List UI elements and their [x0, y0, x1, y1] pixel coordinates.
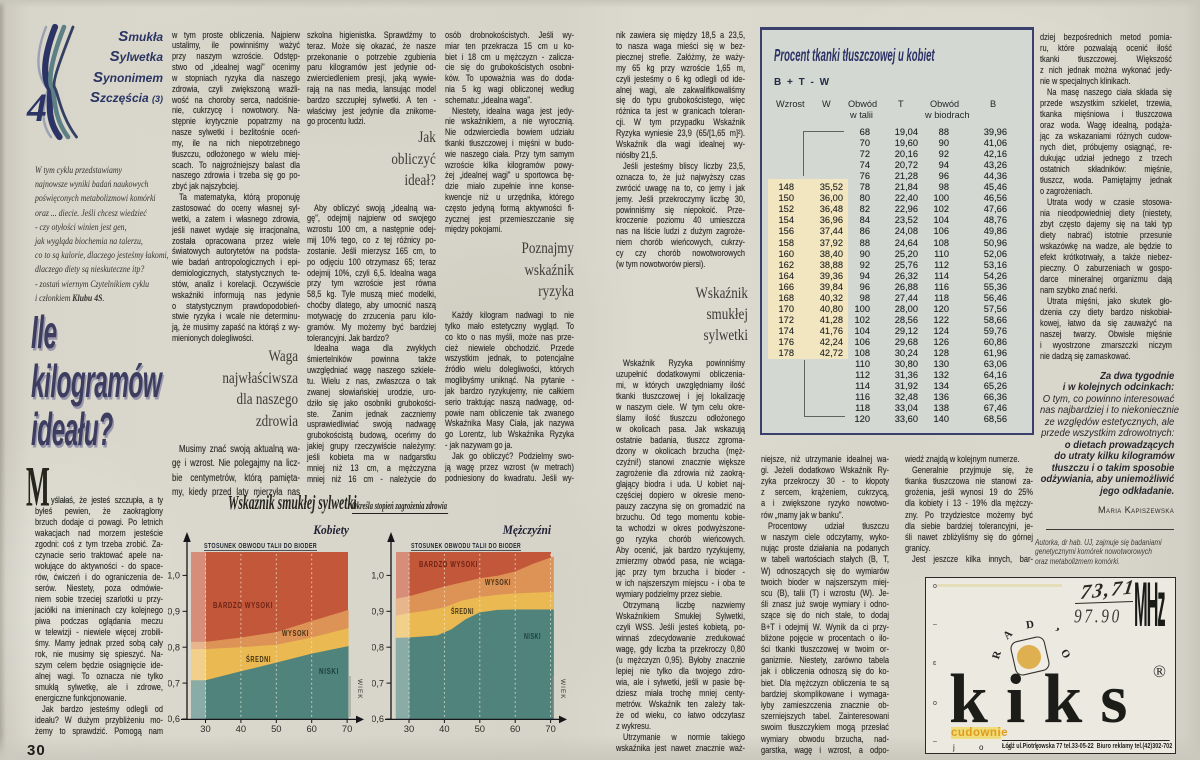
svg-text:70: 70 — [342, 723, 352, 734]
svg-text:60: 60 — [510, 723, 520, 734]
svg-text:STOSUNEK OBWODU TALII DO BIODE: STOSUNEK OBWODU TALII DO BIODER — [411, 543, 521, 550]
svg-text:WYSOKI: WYSOKI — [282, 629, 309, 638]
svg-text:50: 50 — [271, 723, 281, 734]
svg-text:WYSOKI: WYSOKI — [485, 578, 511, 587]
svg-text:ŚREDNI: ŚREDNI — [246, 655, 271, 664]
svg-text:STOSUNEK OBWODU TALII DO BIODE: STOSUNEK OBWODU TALII DO BIODER — [204, 543, 317, 550]
svg-text:NISKI: NISKI — [524, 632, 541, 641]
svg-text:0,6: 0,6 — [168, 714, 180, 724]
svg-text:1,0: 1,0 — [168, 571, 180, 581]
svg-text:ŚREDNI: ŚREDNI — [451, 607, 474, 616]
svg-text:0,8: 0,8 — [372, 642, 384, 652]
svg-text:40: 40 — [439, 723, 449, 734]
svg-text:0,6: 0,6 — [372, 714, 384, 724]
svg-text:1,0: 1,0 — [372, 571, 384, 581]
svg-text:NISKI: NISKI — [319, 667, 339, 676]
svg-text:50: 50 — [475, 723, 485, 734]
svg-text:BARDZO WYSOKI: BARDZO WYSOKI — [213, 601, 273, 610]
svg-text:WIEK: WIEK — [559, 679, 566, 700]
svg-text:30: 30 — [404, 723, 414, 734]
svg-text:0,7: 0,7 — [372, 678, 384, 688]
svg-text:0,9: 0,9 — [168, 607, 180, 617]
svg-text:BARDZO WYSOKI: BARDZO WYSOKI — [419, 560, 478, 569]
svg-text:60: 60 — [306, 723, 316, 734]
svg-text:0,8: 0,8 — [168, 642, 180, 652]
svg-text:40: 40 — [236, 723, 246, 734]
svg-text:30: 30 — [200, 723, 210, 734]
svg-text:70: 70 — [545, 723, 555, 734]
svg-text:0,7: 0,7 — [168, 678, 180, 688]
svg-text:0,9: 0,9 — [372, 607, 384, 617]
svg-text:WIEK: WIEK — [356, 679, 363, 700]
